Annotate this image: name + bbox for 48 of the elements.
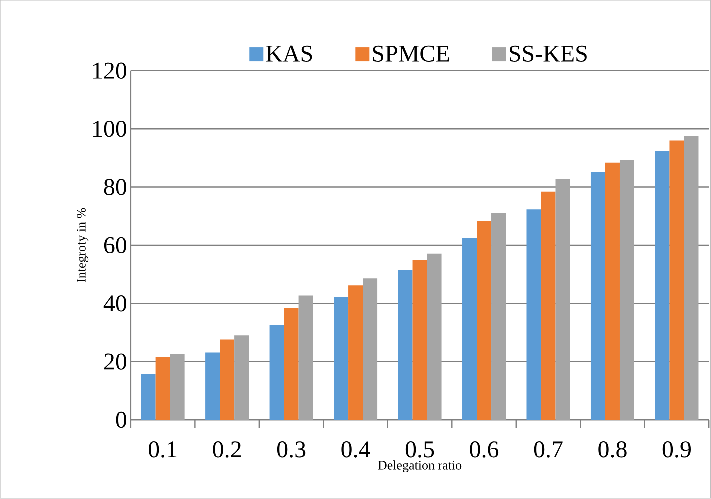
legend-label: SS-KES	[510, 46, 587, 62]
bar	[141, 374, 156, 420]
bar	[206, 352, 220, 420]
bar	[220, 340, 235, 420]
bar	[684, 136, 699, 420]
x-tick-label: 0.3	[277, 442, 306, 458]
bar	[605, 162, 620, 420]
legend-label: SPMCE	[373, 46, 450, 62]
bar	[234, 336, 250, 420]
legend-label: KAS	[266, 46, 312, 62]
y-tick-label: 20	[104, 354, 127, 370]
x-tick-label: 0.2	[213, 442, 241, 458]
x-tick-label: 0.1	[148, 442, 177, 458]
bar	[462, 238, 478, 420]
bar	[670, 140, 684, 420]
bar	[170, 354, 185, 420]
x-tick-label: 0.4	[342, 442, 370, 458]
bar	[526, 210, 542, 420]
x-tick-label: 0.5	[406, 442, 434, 458]
bar	[363, 278, 378, 420]
bar	[334, 296, 349, 420]
y-tick-label: 120	[94, 62, 127, 80]
bar	[412, 260, 428, 420]
bar	[492, 213, 506, 420]
bar	[156, 357, 170, 420]
bar	[620, 160, 634, 420]
x-tick-label: 0.8	[598, 442, 627, 458]
x-tick-label: 0.9	[662, 442, 691, 458]
bar	[298, 296, 314, 420]
y-tick-label: 100	[94, 121, 127, 138]
y-tick-label: 80	[104, 179, 127, 196]
y-tick-label: 40	[104, 296, 127, 312]
bar	[541, 192, 556, 420]
bar	[398, 270, 413, 420]
bar	[655, 151, 670, 420]
bar	[590, 172, 606, 420]
bar	[427, 254, 442, 420]
bar	[270, 325, 284, 420]
y-axis-title: Integroty in %	[77, 208, 89, 283]
x-axis-title: Delegation ratio	[378, 460, 462, 473]
y-tick-label: 60	[104, 237, 127, 254]
bar	[556, 179, 570, 420]
bar	[477, 221, 492, 420]
y-tick-label: 0	[116, 412, 127, 428]
bar	[284, 308, 299, 420]
x-tick-label: 0.6	[470, 442, 499, 458]
bar	[348, 286, 364, 420]
x-tick-label: 0.7	[534, 442, 563, 458]
